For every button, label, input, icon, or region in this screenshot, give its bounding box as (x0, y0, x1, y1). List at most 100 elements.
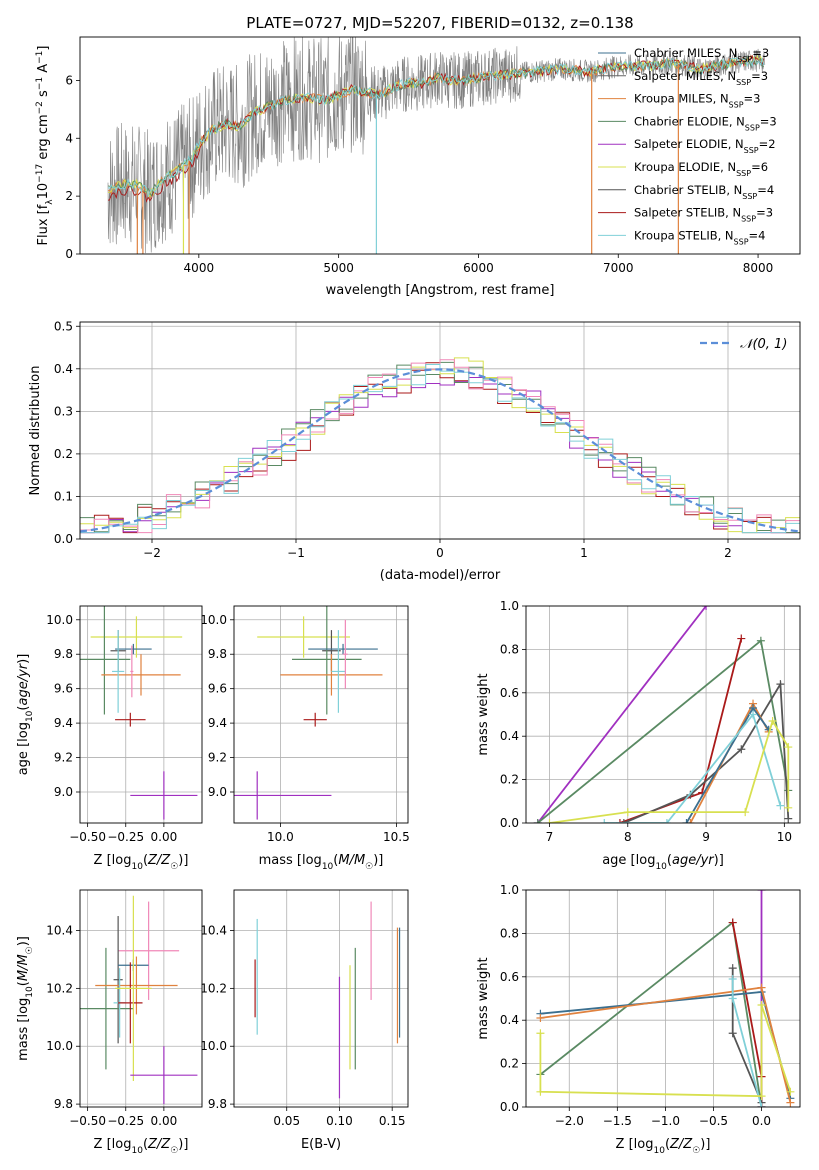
spectrum-lines (107, 37, 766, 254)
label-part: mass [log (16, 998, 31, 1061)
y-tick-label: 9.0 (54, 785, 73, 799)
label-part: A (36, 64, 51, 77)
y-axis-label: mass weight (476, 673, 491, 755)
legend-sub: SSP (745, 123, 760, 132)
legend-tail: =3 (760, 114, 777, 128)
x-tick-label: 0.00 (151, 1114, 178, 1128)
label-part: mass [log (259, 853, 322, 868)
label-part: ( (665, 1137, 670, 1152)
y-tick-label: 1.0 (500, 599, 519, 613)
y-tick-label: 10.4 (46, 924, 73, 938)
y-tick-label: 1.0 (500, 883, 519, 897)
x-tick-label: 5000 (323, 261, 354, 275)
legend-tail: =3 (752, 46, 769, 60)
legend-entry: Chabrier ELODIE, NSSP=3 (634, 114, 777, 131)
label-part: −1 (35, 51, 45, 64)
x-tick-label: 8000 (743, 261, 774, 275)
y-tick-label: 0.4 (500, 729, 519, 743)
model-spectrum-line (107, 57, 765, 198)
x-tick-label: 0.00 (151, 830, 178, 844)
weight-point-marker (619, 819, 628, 823)
legend-entry: Salpeter STELIB, NSSP=3 (634, 206, 773, 224)
mass-vs-Z-panel: −0.50 −0.25 0.009.810.010.210.4Z [log10(Z/… (16, 889, 203, 1156)
y-tick-label: 4 (65, 131, 73, 145)
x-axis-label: (data-model)/error (380, 568, 501, 583)
label-part: 10 (36, 183, 51, 200)
label-part: λ (45, 199, 55, 205)
legend-sub: SSP (734, 237, 749, 246)
x-tick-label: −0.25 (107, 830, 144, 844)
x-tick-label: 9 (702, 830, 710, 844)
y-tick-label: 0.6 (500, 686, 519, 700)
normal-curve (80, 368, 800, 533)
y-tick-label: 10.0 (46, 1039, 73, 1053)
x-tick-label: −1.5 (603, 1114, 632, 1128)
weight-series-line (604, 712, 782, 823)
y-tick-label: 0.0 (54, 532, 73, 546)
legend-entry: Chabrier MILES, NSSP=3 (634, 46, 769, 64)
weight-point-marker (728, 918, 737, 927)
label-part: age/yr (672, 853, 715, 868)
x-tick-label: 10 (777, 830, 792, 844)
axes-frame (525, 605, 801, 824)
axes-frame (233, 605, 409, 824)
legend-text: Salpeter ELODIE, N (634, 137, 744, 151)
label-part: ( (16, 981, 31, 986)
y-tick-label: 0.8 (500, 926, 519, 940)
axes-frame (79, 36, 801, 255)
weight-point-marker (768, 717, 777, 726)
label-part: E(B-V) (301, 1137, 341, 1152)
weight-series-line (619, 638, 743, 823)
legend-entry: 𝒩(0, 1) (740, 337, 787, 352)
y-tick-label: 9.2 (54, 751, 73, 765)
weight-point-marker (682, 819, 691, 823)
y-tick-label: 9.4 (208, 716, 227, 730)
y-tick-label: 0.4 (54, 362, 73, 376)
weight-point-marker (741, 808, 750, 817)
y-tick-label: 10.0 (200, 613, 227, 627)
label-part: 10 (25, 710, 35, 722)
residuals-panel: −2 −1 0 1 2 0.0 0.1 0.2 0.3 0.4 0.5 (data-model)/er… (28, 319, 801, 583)
x-tick-label: 10.0 (267, 830, 294, 844)
label-part: −2 (35, 101, 45, 114)
weight-point-marker (662, 819, 671, 823)
legend-text: Chabrier MILES, N (634, 46, 737, 60)
weight-point-marker (757, 890, 766, 894)
figure-title: PLATE=0727, MJD=52207, FIBERID=0132, z=0… (246, 14, 633, 32)
x-axis-label: wavelength [Angstrom, rest frame] (326, 283, 555, 298)
x-tick-label: 0 (436, 546, 444, 560)
label-part: )] (16, 654, 31, 664)
y-tick-label: 0.0 (500, 1100, 519, 1114)
legend-text: Salpeter STELIB, N (634, 206, 741, 220)
y-axis-label: Flux [fλ10−17 erg cm−2 s−1 A−1] (35, 46, 55, 246)
y-tick-label: 9.6 (208, 682, 227, 696)
errorbar-group (254, 901, 401, 1099)
errorbar-group (234, 606, 383, 820)
legend-tail: =3 (756, 206, 773, 220)
weight-point-marker (757, 1001, 766, 1010)
weight-point-marker (545, 819, 554, 823)
label-part: −17 (35, 164, 45, 183)
y-tick-label: 9.4 (54, 716, 73, 730)
label-part: ☉ (170, 862, 178, 872)
y-axis-label: age [log10(age/yr)] (16, 654, 35, 776)
legend-entry: Kroupa ELODIE, NSSP=6 (634, 160, 768, 178)
label-part: ( (333, 853, 338, 868)
legend-text: Chabrier STELIB, N (634, 183, 742, 197)
x-axis-label: Z [log10(Z/Z☉)] (94, 853, 189, 872)
legend-text: Kroupa MILES, N (634, 92, 729, 106)
label-part: M/M (16, 954, 31, 981)
y-tick-label: 10.0 (200, 1039, 227, 1053)
label-part: ( (143, 853, 148, 868)
x-tick-label: 2 (724, 546, 732, 560)
y-tick-label: 0.2 (500, 1057, 519, 1071)
weight-point-marker (536, 1014, 545, 1023)
x-tick-label: 4000 (184, 261, 215, 275)
legend-sub: SSP (744, 146, 759, 155)
label-part: ☉ (692, 1146, 700, 1156)
y-tick-label: 0.8 (500, 642, 519, 656)
label-part: 10 (25, 986, 35, 998)
label-part: 10 (131, 1146, 143, 1156)
x-tick-label: 0.0 (752, 1114, 771, 1128)
